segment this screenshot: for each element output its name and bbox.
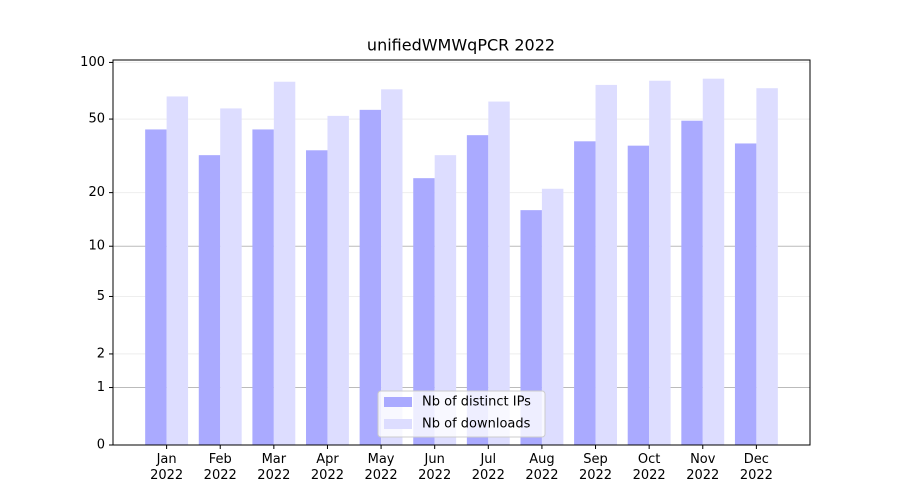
x-tick-label: Nov 2022 — [686, 452, 720, 483]
x-tick-label-box: Oct 2022 — [632, 452, 666, 483]
bar — [220, 108, 242, 445]
bar — [756, 88, 778, 445]
bar — [252, 129, 274, 445]
y-tick-label: 50 — [88, 112, 105, 127]
bar — [541, 188, 564, 445]
bar — [273, 81, 296, 445]
bar — [649, 80, 671, 446]
legend-swatch — [384, 397, 412, 407]
bar — [595, 84, 617, 446]
x-tick-label: Jan 2022 — [150, 452, 184, 483]
bar — [413, 178, 435, 445]
y-tick-label: 0 — [97, 438, 105, 453]
x-tick-label: Dec 2022 — [739, 452, 773, 483]
bar — [702, 78, 725, 446]
x-tick-label-box: Jan 2022 — [150, 452, 184, 483]
bar — [520, 210, 542, 445]
x-tick-label: Aug 2022 — [525, 452, 559, 483]
x-tick-label-box: Nov 2022 — [686, 452, 720, 483]
x-tick-label-box: Jul 2022 — [471, 452, 505, 483]
bar — [681, 120, 703, 445]
y-tick-label: 2 — [97, 346, 105, 361]
bar — [306, 150, 328, 445]
bar — [145, 129, 167, 445]
x-tick-label: Jul 2022 — [471, 452, 505, 483]
y-tick-label: 10 — [88, 239, 105, 254]
x-tick-label: Feb 2022 — [203, 452, 237, 483]
y-tick-label: 100 — [80, 55, 105, 70]
y-tick-label: 5 — [97, 289, 105, 304]
bar — [488, 101, 510, 446]
legend-label: Nb of downloads — [422, 417, 531, 432]
bar — [627, 145, 650, 445]
bar — [434, 155, 457, 445]
bar — [574, 141, 596, 445]
legend-swatch — [384, 419, 412, 429]
x-tick-label: Sep 2022 — [578, 452, 613, 483]
x-tick-label: Oct 2022 — [632, 452, 666, 483]
x-tick-label: Jun 2022 — [418, 452, 452, 483]
y-tick-label: 20 — [88, 185, 105, 200]
x-tick-label-box: Mar 2022 — [257, 452, 291, 483]
x-tick-label-box: Feb 2022 — [203, 452, 237, 483]
x-tick-label: Mar 2022 — [257, 452, 291, 483]
x-tick-label-box: Dec 2022 — [739, 452, 773, 483]
bar — [359, 109, 382, 446]
bar — [198, 155, 221, 445]
x-tick-label-box: Sep 2022 — [578, 452, 613, 483]
x-tick-label-box: May 2022 — [364, 452, 398, 483]
legend-box — [377, 390, 546, 438]
bar — [734, 143, 757, 445]
bar — [466, 135, 489, 446]
x-tick-label-box: Aug 2022 — [525, 452, 559, 483]
bar — [327, 115, 349, 445]
x-tick-label: May 2022 — [364, 452, 398, 483]
y-tick-label: 1 — [97, 380, 105, 395]
x-tick-label-box: Apr 2022 — [310, 452, 344, 483]
x-tick-label: Apr 2022 — [310, 452, 344, 483]
chart-title: unifiedWMWqPCR 2022 — [367, 36, 555, 55]
bar — [381, 89, 403, 446]
plot-frame — [112, 59, 811, 446]
bar — [166, 96, 189, 445]
legend-label: Nb of distinct IPs — [422, 395, 531, 410]
x-tick-label-box: Jun 2022 — [418, 452, 452, 483]
